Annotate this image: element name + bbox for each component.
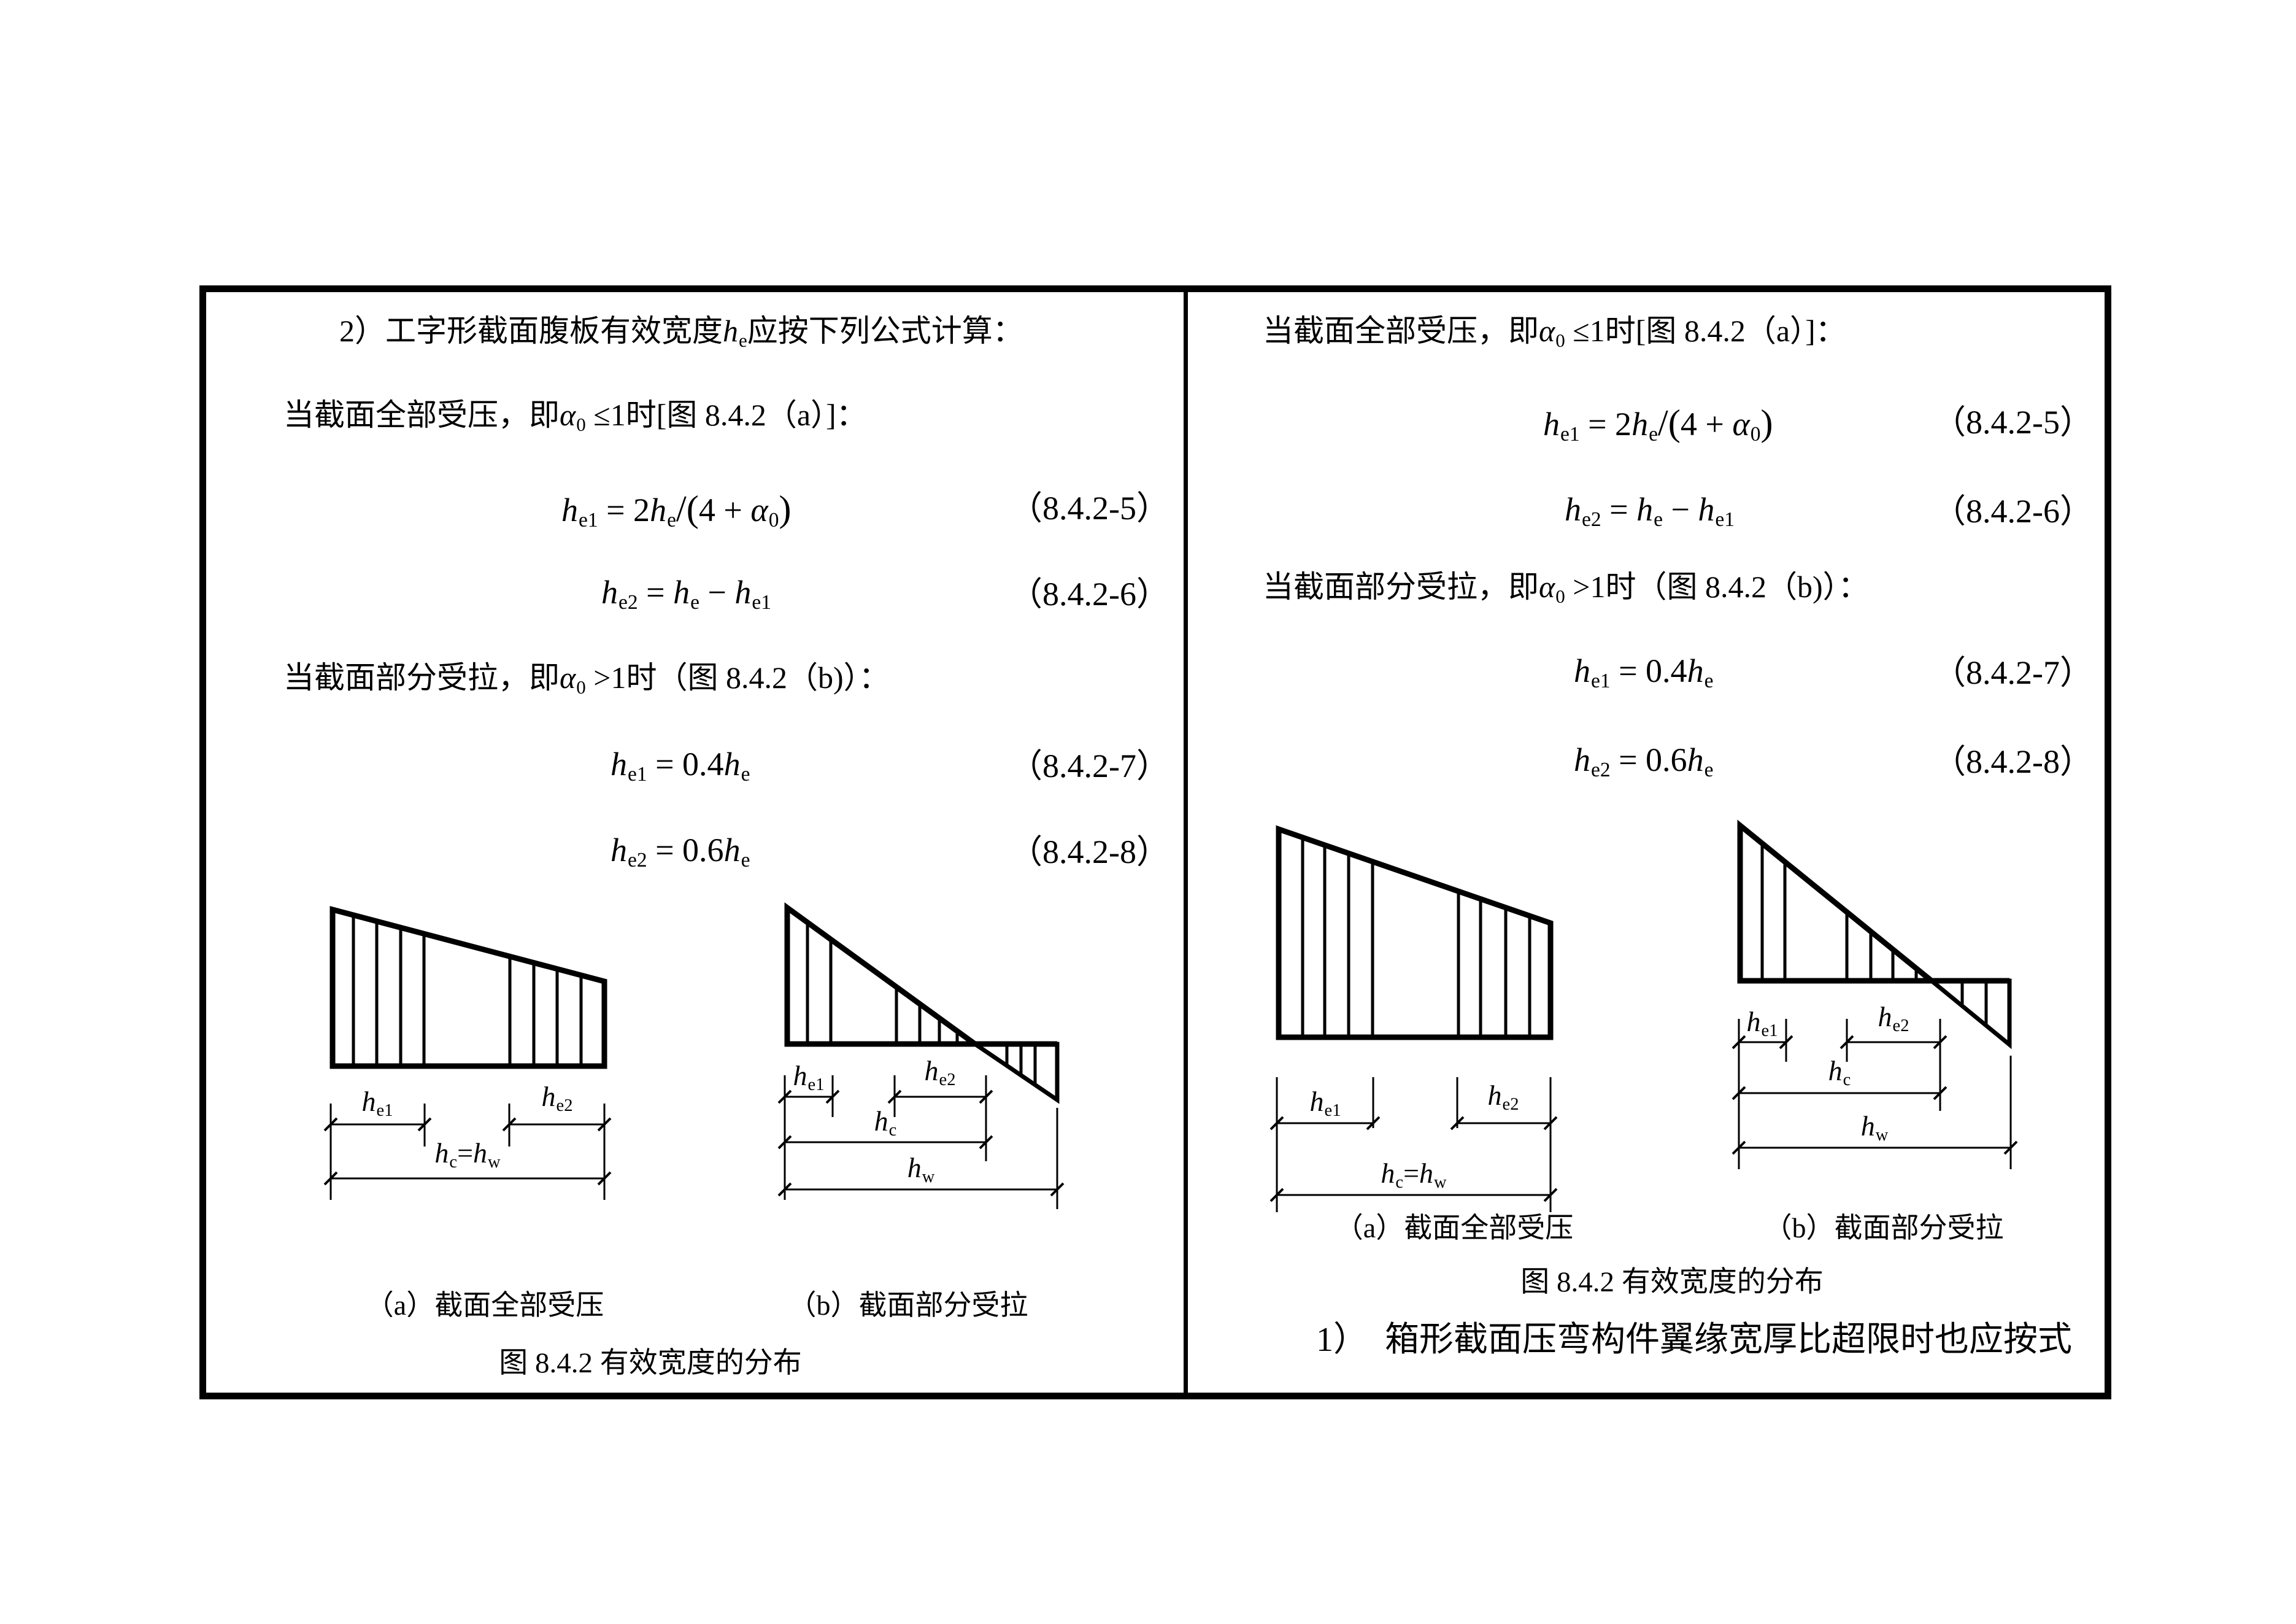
right-diagram-a-full-compression <box>1269 825 1558 1212</box>
left-b-dim-label-he2: he2 <box>924 1055 956 1089</box>
right-formula-8-4-2-5: he1 = 2he/(4 + α0) <box>1543 403 1773 446</box>
right-b-dim-label-hc: hc <box>1828 1055 1851 1089</box>
left-eq-number-8-4-2-5: （8.4.2-5） <box>1009 490 1169 527</box>
right-eq-number-8-4-2-5: （8.4.2-5） <box>1933 404 2093 441</box>
left-caption-b: （b）截面部分受拉 <box>788 1290 1028 1321</box>
right-eq-number-8-4-2-8: （8.4.2-8） <box>1933 743 2093 780</box>
left-diagram-b-partial-tension <box>777 902 1065 1209</box>
right-figure-caption: 图 8.4.2 有效宽度的分布 <box>1520 1266 1824 1298</box>
right-b-dim-label-he1: he1 <box>1746 1006 1778 1040</box>
left-figure-caption: 图 8.4.2 有效宽度的分布 <box>499 1347 802 1379</box>
right-caption-a: （a）截面全部受压 <box>1335 1212 1574 1243</box>
right-formula-8-4-2-7: he1 = 0.4he <box>1574 652 1714 693</box>
right-a-dim-label-he1: he1 <box>1309 1086 1341 1120</box>
left-eq-number-8-4-2-8: （8.4.2-8） <box>1009 833 1169 870</box>
right-eq-number-8-4-2-6: （8.4.2-6） <box>1933 493 2093 530</box>
left-formula-8-4-2-8: he2 = 0.6he <box>611 832 750 872</box>
left-formula-8-4-2-5: he1 = 2he/(4 + α0) <box>561 489 792 532</box>
left-partial-tension-line: 当截面部分受拉，即α0 >1时（图 8.4.2（b)）： <box>283 660 890 698</box>
left-formula-8-4-2-6: he2 = he − he1 <box>601 574 771 614</box>
right-diagram-b-partial-tension <box>1732 819 2018 1169</box>
left-a-dim-label-he2: he2 <box>541 1081 573 1115</box>
left-clause-2-heading: 2）工字形截面腹板有效宽度he应按下列公式计算： <box>339 314 1023 351</box>
left-diagram-a-full-compression <box>323 906 612 1200</box>
right-partial-tension-line: 当截面部分受拉，即α0 >1时（图 8.4.2（b)）： <box>1263 570 1869 607</box>
column-divider <box>1184 285 1188 1399</box>
left-eq-number-8-4-2-7: （8.4.2-7） <box>1009 748 1169 784</box>
right-eq-number-8-4-2-7: （8.4.2-7） <box>1933 654 2093 691</box>
right-b-dim-label-hw: hw <box>1860 1110 1889 1145</box>
page-frame <box>199 285 2111 1399</box>
left-b-dim-label-hc: hc <box>874 1105 897 1140</box>
right-formula-8-4-2-6: he2 = he − he1 <box>1565 491 1735 532</box>
right-full-compression-line: 当截面全部受压，即α0 ≤1时[图 8.4.2（a）]： <box>1263 314 1846 351</box>
left-caption-a: （a）截面全部受压 <box>365 1290 604 1321</box>
right-caption-b: （b）截面部分受拉 <box>1763 1212 2004 1243</box>
left-a-dim-label-hc-hw: hc=hw <box>434 1137 501 1172</box>
right-clause-1-line: 1） 箱形截面压弯构件翼缘宽厚比超限时也应按式 <box>1316 1321 2072 1359</box>
right-a-dim-label-he2: he2 <box>1487 1080 1519 1114</box>
right-formula-8-4-2-8: he2 = 0.6he <box>1574 741 1714 782</box>
left-a-dim-label-he1: he1 <box>361 1086 393 1120</box>
right-b-dim-label-he2: he2 <box>1878 1001 1909 1035</box>
right-a-dim-label-hc-hw: hc=hw <box>1381 1158 1447 1192</box>
left-b-dim-label-he1: he1 <box>793 1060 825 1094</box>
left-eq-number-8-4-2-6: （8.4.2-6） <box>1009 576 1169 613</box>
left-b-dim-label-hw: hw <box>907 1152 935 1186</box>
left-full-compression-line: 当截面全部受压，即α0 ≤1时[图 8.4.2（a）]： <box>283 398 867 435</box>
left-formula-8-4-2-7: he1 = 0.4he <box>611 746 750 786</box>
